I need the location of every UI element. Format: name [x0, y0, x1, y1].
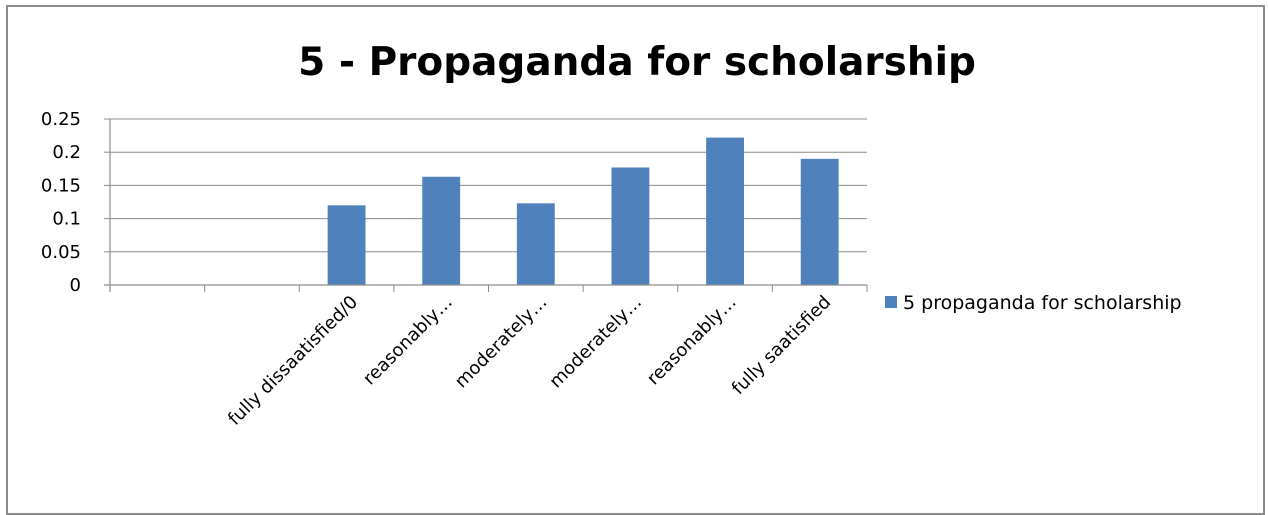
- legend-label: 5 propaganda for scholarship: [903, 292, 1182, 314]
- bar: [516, 203, 555, 285]
- bars: [327, 137, 839, 285]
- x-tick-label: fully dissaatisfied/0: [224, 292, 362, 430]
- bar: [611, 167, 650, 285]
- x-tick-label: reasonably…: [359, 292, 457, 390]
- y-tick-label: 0: [70, 275, 81, 296]
- y-axis-tick-labels: 0 0.05 0.1 0.15 0.2 0.25: [41, 109, 81, 296]
- gridlines: [110, 118, 867, 253]
- x-tick-label: moderately…: [545, 292, 646, 393]
- y-tick-label: 0.25: [41, 109, 81, 130]
- axes: [104, 118, 868, 292]
- bar: [706, 137, 744, 285]
- chart-title: 5 - Propaganda for scholarship: [298, 40, 976, 85]
- x-axis-tick-labels: fully dissaatisfied/0reasonably…moderate…: [224, 292, 835, 430]
- bar: [800, 158, 839, 285]
- bar: [327, 205, 366, 285]
- y-tick-label: 0.1: [52, 209, 81, 230]
- y-tick-label: 0.15: [41, 175, 81, 196]
- y-tick-label: 0.05: [41, 242, 81, 263]
- legend-swatch: [885, 296, 897, 308]
- x-tick-label: moderately…: [451, 292, 552, 393]
- bar: [422, 176, 461, 285]
- x-tick-label: fully saatisfied: [728, 292, 835, 399]
- x-tick-label: reasonably…: [643, 292, 741, 390]
- legend: 5 propaganda for scholarship: [885, 292, 1182, 314]
- y-tick-label: 0.2: [52, 142, 81, 163]
